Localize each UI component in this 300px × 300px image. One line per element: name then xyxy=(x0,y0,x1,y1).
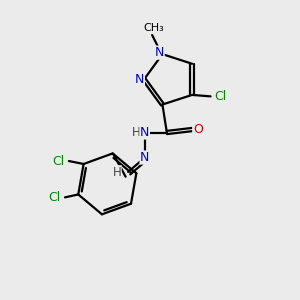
Text: N: N xyxy=(135,73,144,86)
Text: N: N xyxy=(155,46,164,59)
Text: N: N xyxy=(140,126,149,139)
Text: N: N xyxy=(140,151,149,164)
Text: O: O xyxy=(193,123,203,136)
Text: H: H xyxy=(132,126,141,139)
Text: Cl: Cl xyxy=(214,90,226,103)
Text: Cl: Cl xyxy=(49,191,61,204)
Text: H: H xyxy=(112,166,121,179)
Text: CH₃: CH₃ xyxy=(143,22,164,33)
Text: Cl: Cl xyxy=(52,154,65,167)
